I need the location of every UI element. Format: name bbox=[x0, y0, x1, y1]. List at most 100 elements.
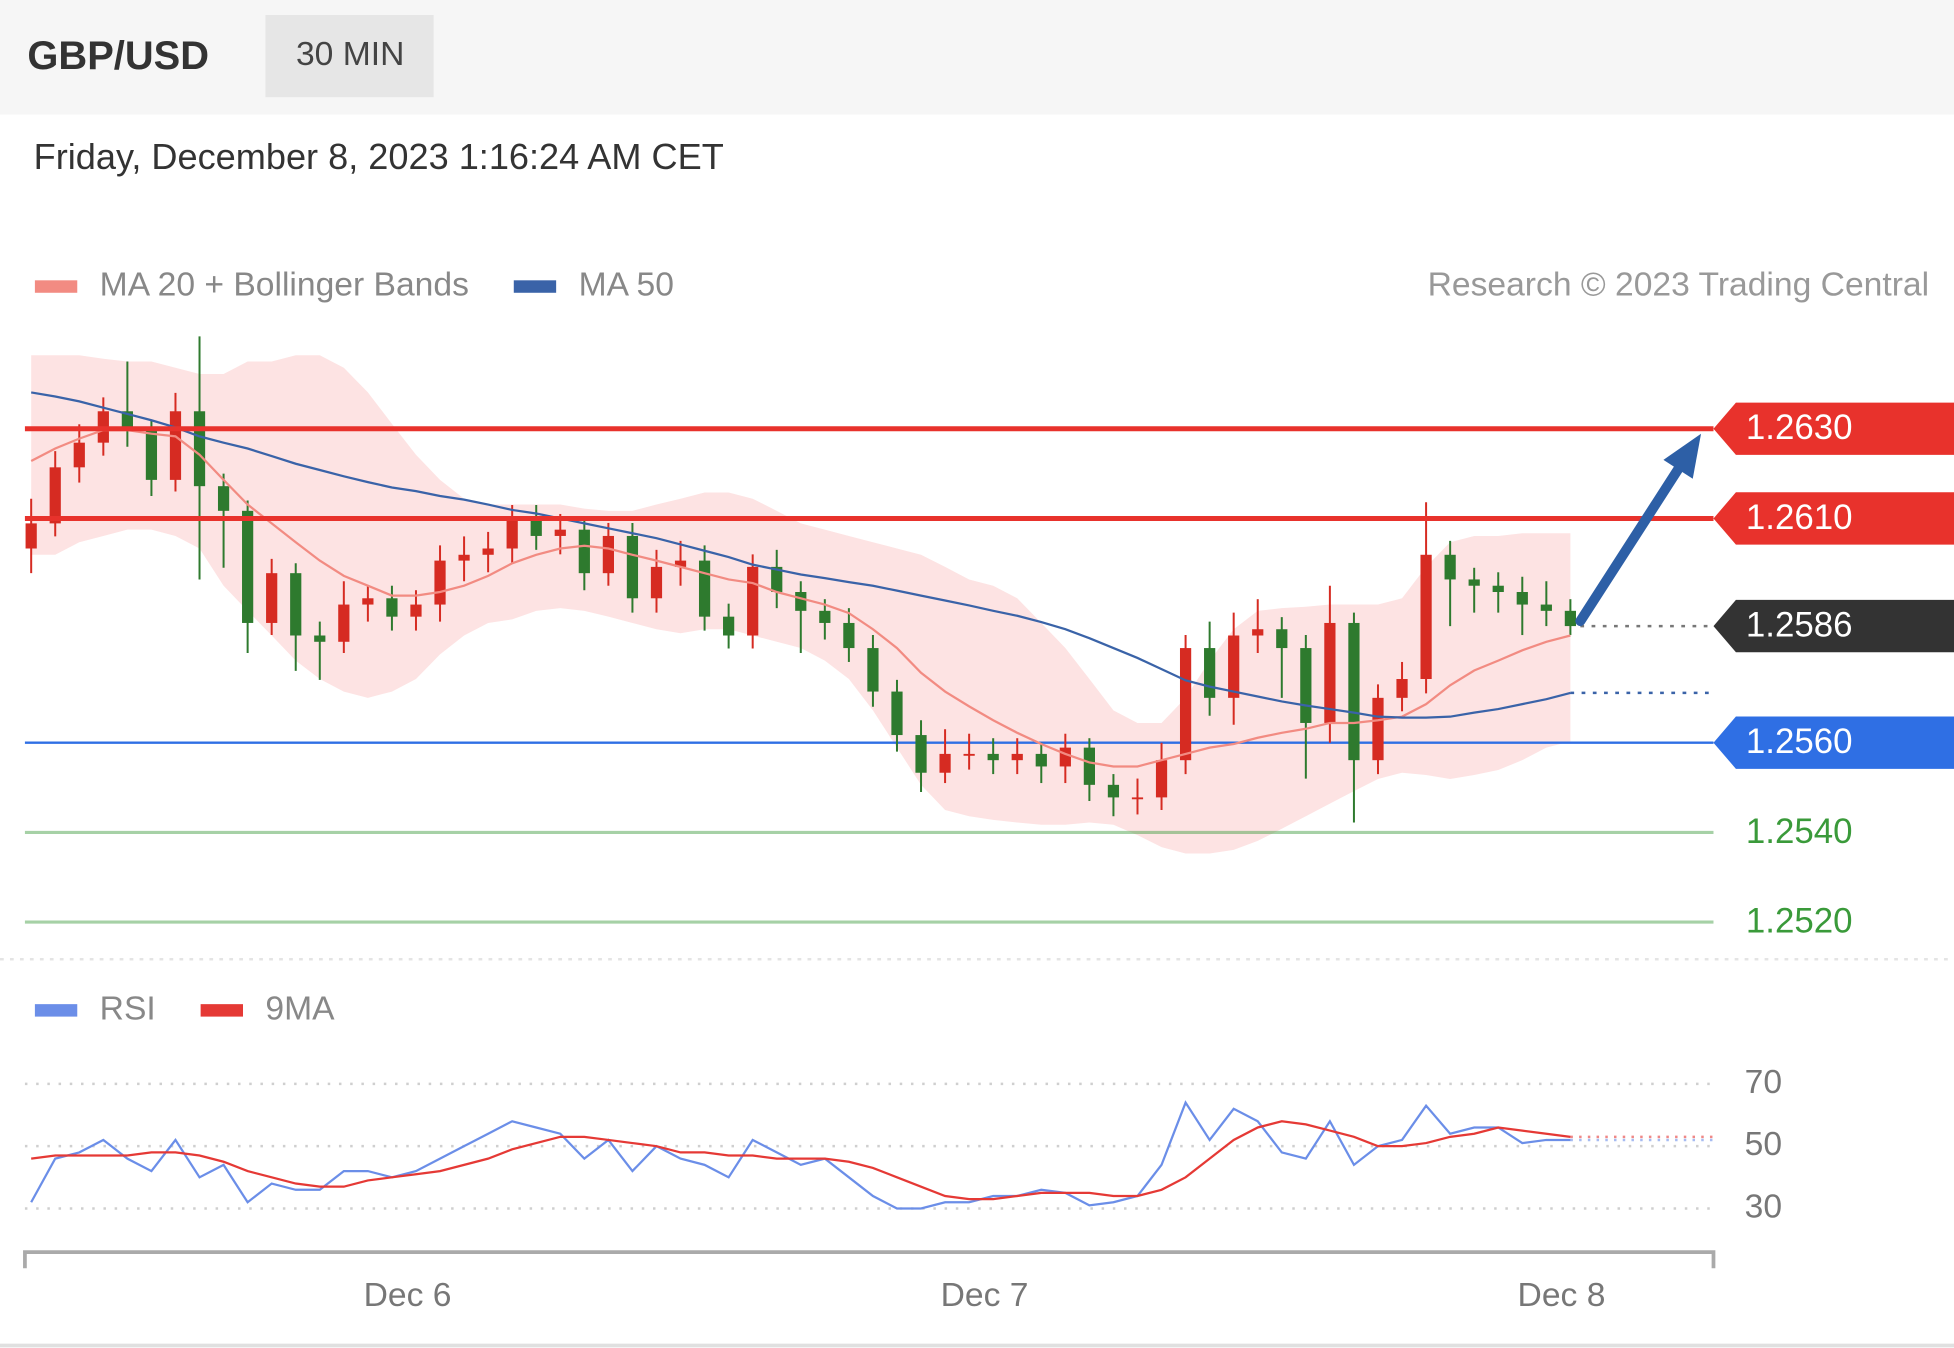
candle-body bbox=[530, 517, 542, 536]
candle-body bbox=[698, 560, 711, 617]
y-tick-label: 30 bbox=[1745, 1188, 1782, 1225]
candle-body bbox=[1540, 604, 1552, 611]
x-tick-label: Dec 8 bbox=[1518, 1277, 1606, 1314]
candle-body bbox=[1444, 554, 1456, 580]
candle-body bbox=[482, 548, 494, 555]
support-label: 1.2540 bbox=[1746, 812, 1853, 851]
credit: Research © 2023 Trading Central bbox=[1428, 266, 1929, 303]
candle-body bbox=[1300, 648, 1312, 723]
x-tick-label: Dec 6 bbox=[364, 1277, 452, 1314]
candle-body bbox=[819, 610, 831, 623]
support-label: 1.2520 bbox=[1746, 902, 1853, 941]
candle-body bbox=[386, 598, 398, 617]
candle-body bbox=[843, 622, 855, 649]
candle-body bbox=[1396, 679, 1408, 698]
candle-body bbox=[1492, 585, 1504, 593]
legend-label: 9MA bbox=[265, 990, 335, 1027]
resistance-label: 1.2610 bbox=[1746, 498, 1853, 537]
last-price-label: 1.2586 bbox=[1746, 606, 1853, 645]
candle-body bbox=[1324, 622, 1336, 723]
legend-swatch bbox=[34, 1004, 78, 1017]
resistance-label: 1.2630 bbox=[1746, 408, 1853, 447]
candle-body bbox=[25, 523, 37, 549]
candle-body bbox=[1228, 635, 1240, 698]
candle-body bbox=[1131, 797, 1144, 800]
candle-body bbox=[362, 598, 374, 605]
candle-body bbox=[867, 648, 879, 692]
legend-swatch bbox=[513, 280, 557, 293]
legend-swatch bbox=[34, 280, 78, 293]
moving-average bbox=[30, 428, 1571, 768]
candle-body bbox=[771, 566, 783, 593]
interval-badge bbox=[265, 14, 434, 98]
candle-body bbox=[915, 735, 927, 773]
candle-body bbox=[1564, 610, 1576, 627]
last-price-box bbox=[1713, 599, 1954, 653]
candle-body bbox=[795, 592, 807, 611]
candle-body bbox=[939, 753, 951, 773]
moving-average bbox=[30, 391, 1571, 719]
legend-label: RSI bbox=[100, 990, 156, 1027]
candle-body bbox=[1059, 747, 1071, 767]
candle-body bbox=[242, 510, 254, 623]
indicator-line bbox=[30, 1100, 1571, 1210]
candle-body bbox=[506, 517, 518, 549]
target-arrow bbox=[1575, 464, 1684, 627]
x-axis bbox=[23, 1250, 1716, 1269]
candle-body bbox=[1035, 753, 1047, 767]
candle-body bbox=[169, 411, 182, 480]
pivot-box bbox=[1713, 716, 1954, 769]
y-tick-label: 50 bbox=[1745, 1126, 1782, 1163]
candle-body bbox=[1516, 592, 1528, 605]
candle-body bbox=[626, 535, 639, 599]
candle-body bbox=[1276, 629, 1288, 649]
legend-label: MA 20 + Bollinger Bands bbox=[100, 266, 469, 303]
candle-body bbox=[723, 616, 735, 636]
legend-label: MA 50 bbox=[579, 266, 674, 303]
candle-body bbox=[674, 560, 687, 567]
candle-body bbox=[338, 604, 350, 642]
interval: 30 MIN bbox=[296, 36, 404, 73]
candle-body bbox=[891, 691, 903, 736]
candle-body bbox=[650, 566, 663, 599]
resistance-box bbox=[1713, 492, 1954, 545]
candle-body bbox=[121, 411, 133, 431]
candle-body bbox=[554, 529, 566, 536]
candle-body bbox=[1372, 697, 1384, 761]
legend-swatch bbox=[200, 1004, 243, 1017]
candle-body bbox=[73, 442, 85, 468]
candle-body bbox=[1348, 622, 1360, 761]
timestamp: Friday, December 8, 2023 1:16:24 AM CET bbox=[34, 136, 724, 177]
candle-body bbox=[314, 635, 326, 642]
candle-body bbox=[1204, 648, 1216, 698]
symbol: GBP/USD bbox=[27, 34, 209, 78]
pivot-label: 1.2560 bbox=[1746, 722, 1853, 761]
candle-body bbox=[49, 467, 61, 524]
candle-body bbox=[1083, 747, 1095, 785]
candle-body bbox=[193, 411, 206, 487]
x-tick-label: Dec 7 bbox=[941, 1277, 1029, 1314]
candle-body bbox=[602, 535, 614, 574]
candle-body bbox=[1155, 760, 1168, 798]
target-arrow-head bbox=[1663, 433, 1702, 479]
candle-body bbox=[217, 486, 230, 511]
candle-body bbox=[1420, 554, 1432, 680]
candle-body bbox=[1179, 648, 1192, 761]
candle-body bbox=[434, 560, 446, 605]
candle-body bbox=[1107, 784, 1120, 798]
candle-body bbox=[145, 430, 158, 480]
candle-body bbox=[290, 573, 302, 636]
candle-body bbox=[1011, 753, 1023, 761]
candle-body bbox=[578, 529, 590, 574]
y-tick-label: 70 bbox=[1745, 1064, 1782, 1101]
candle-body bbox=[987, 753, 999, 761]
candle-body bbox=[266, 573, 278, 623]
candle-body bbox=[1468, 579, 1480, 586]
candle-body bbox=[747, 566, 759, 636]
indicator-line bbox=[31, 1120, 1571, 1201]
candle-body bbox=[458, 554, 470, 561]
candle-body bbox=[410, 604, 422, 617]
candle-body bbox=[1252, 629, 1264, 636]
